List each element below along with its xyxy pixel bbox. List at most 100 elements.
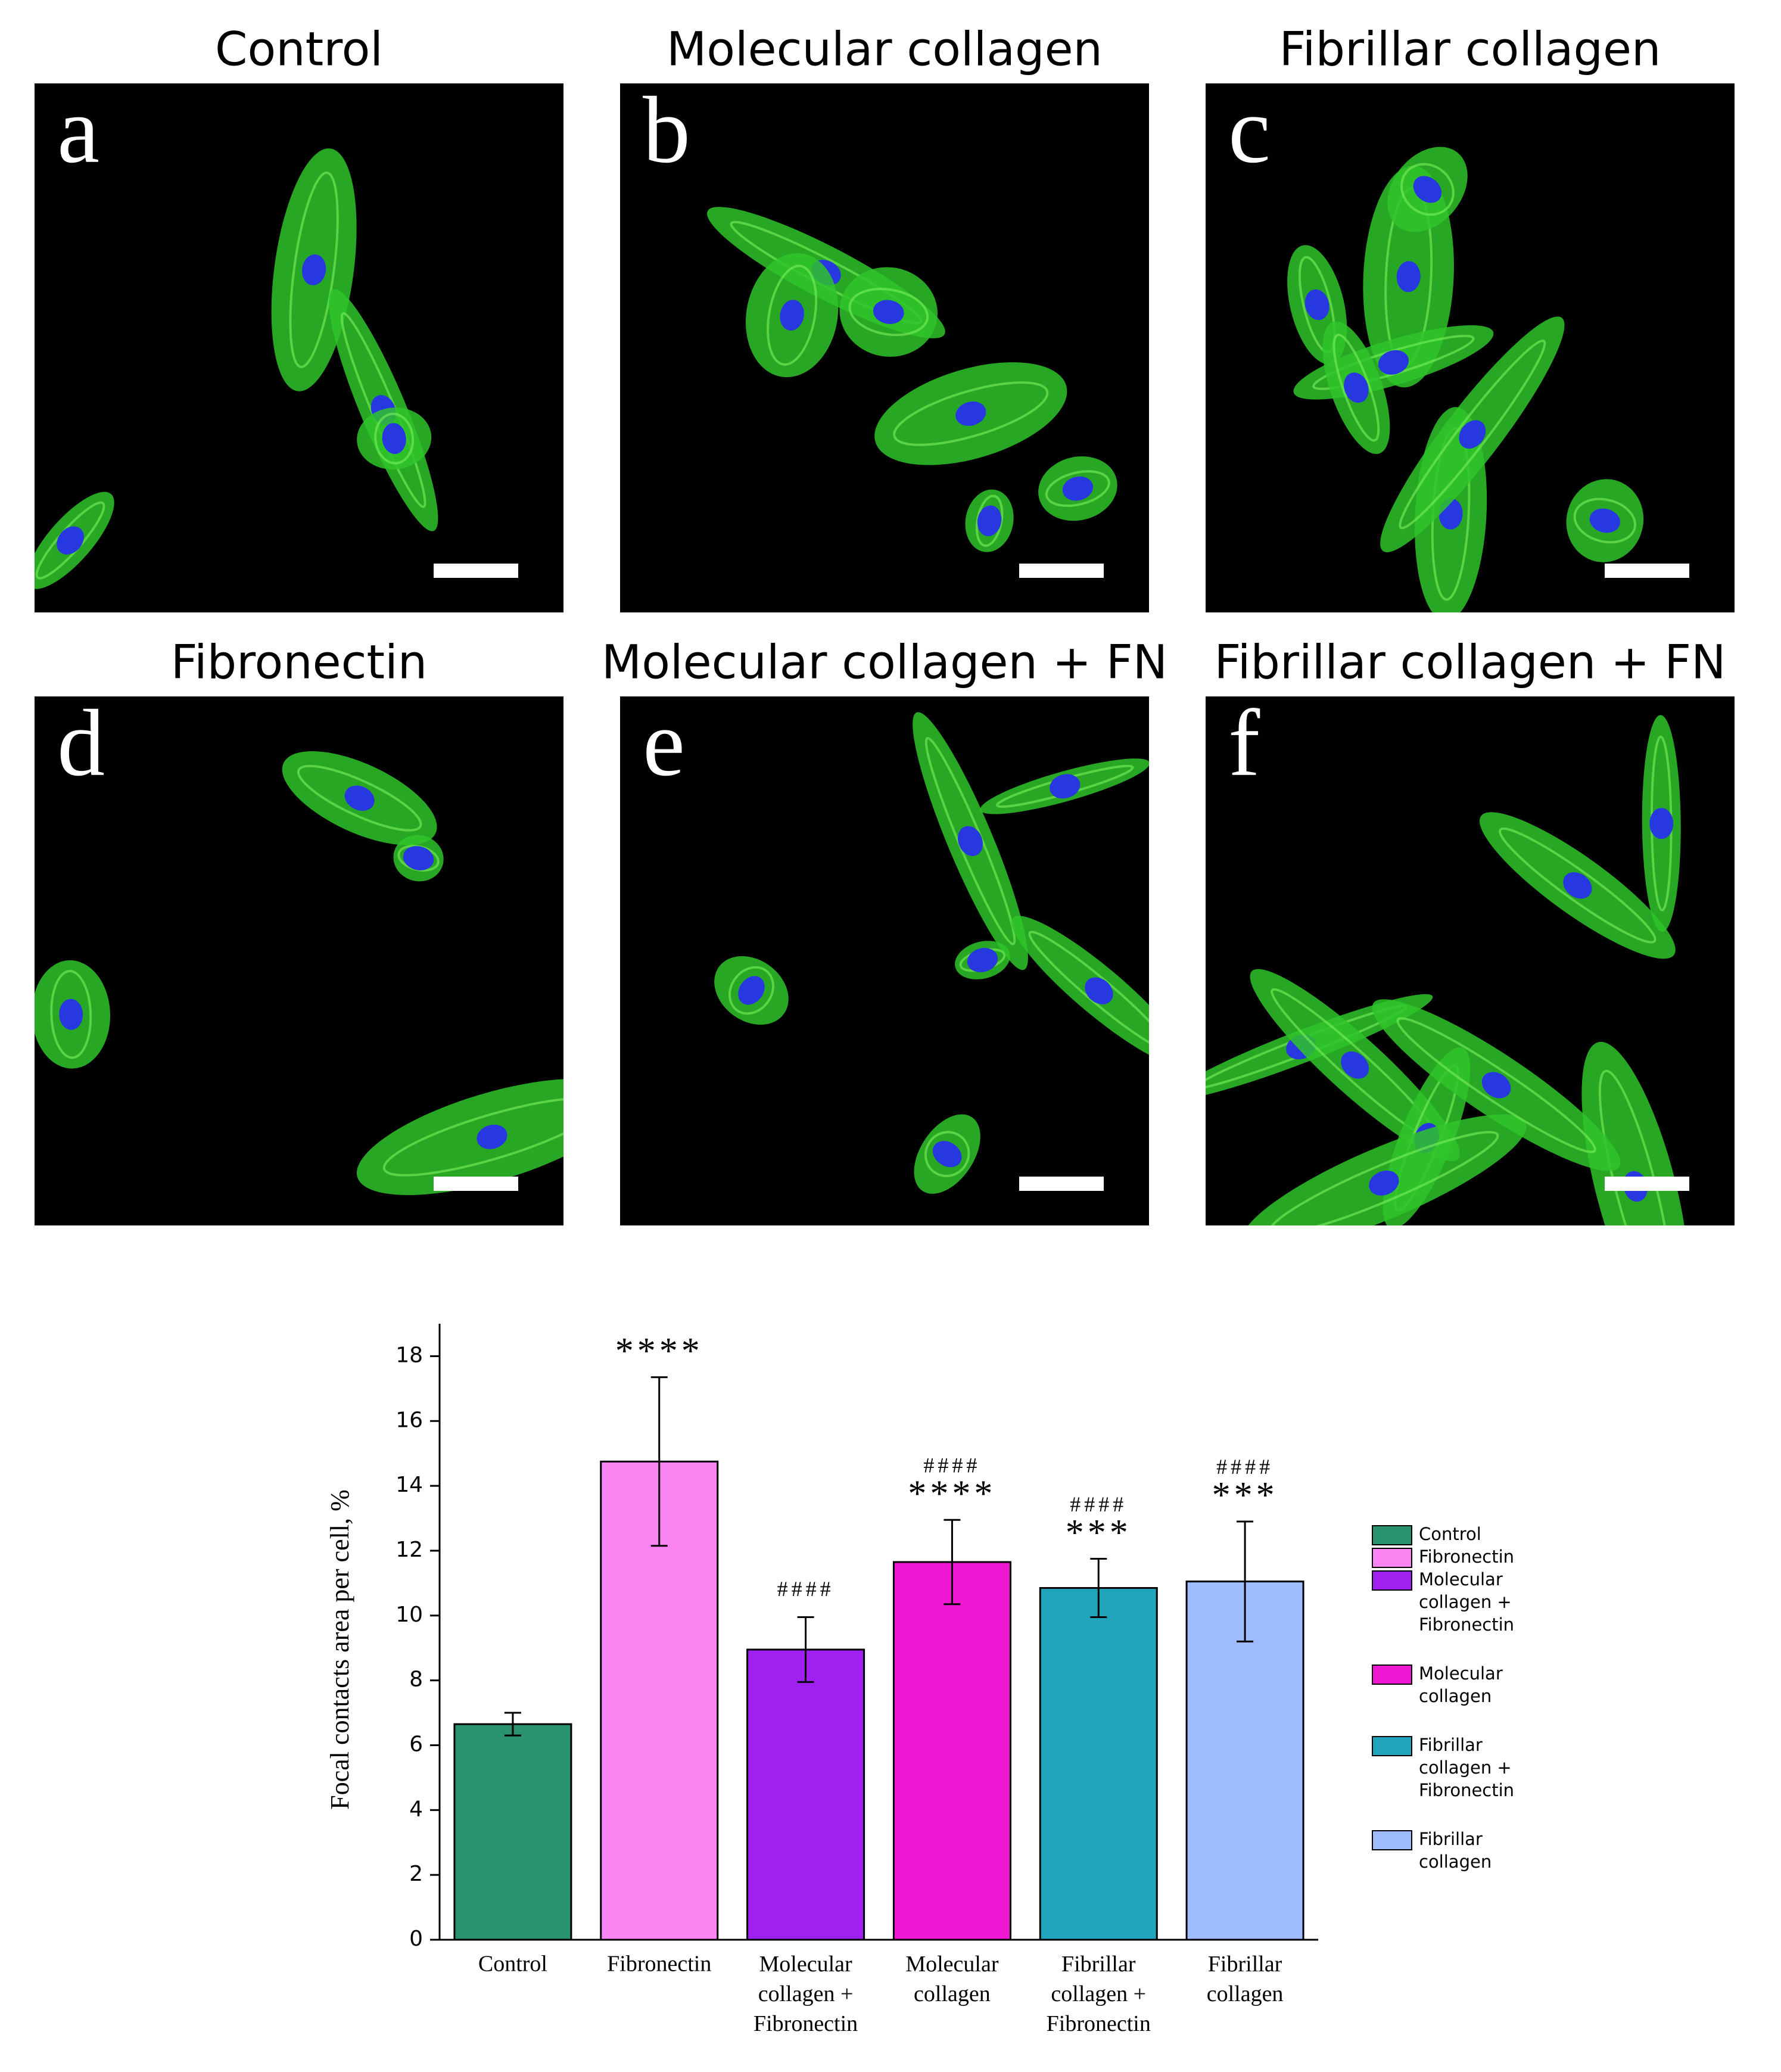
y-tick-label: 6 xyxy=(409,1732,423,1756)
x-tick-label: Fibrillar collagen xyxy=(1207,1952,1284,2006)
micrograph xyxy=(1206,83,1735,612)
bar xyxy=(892,1561,1011,1941)
nucleus xyxy=(57,526,84,555)
cell-fibers xyxy=(382,1097,563,1177)
x-tick-label: Molecular collagen + Fibronectin xyxy=(754,1952,858,2036)
y-tick-label: 8 xyxy=(409,1667,423,1692)
nucleus xyxy=(302,254,326,285)
y-tick-label: 18 xyxy=(396,1343,423,1367)
micrograph xyxy=(620,83,1149,612)
nucleus xyxy=(382,423,406,455)
cell-fibers xyxy=(1045,470,1110,507)
y-tick-label: 0 xyxy=(409,1927,423,1951)
significance-stars: *** xyxy=(1212,1475,1278,1516)
nucleus xyxy=(1344,372,1369,403)
panel-letter: d xyxy=(57,690,105,796)
nucleus xyxy=(344,785,375,811)
panel-title: Molecular collagen xyxy=(667,23,1103,76)
nucleus xyxy=(1589,508,1621,533)
bar xyxy=(453,1723,572,1941)
bar xyxy=(1039,1587,1158,1941)
nucleus xyxy=(780,300,804,331)
cell-fibers xyxy=(289,171,339,368)
nucleus xyxy=(59,998,83,1030)
x-tick-label: Fibronectin xyxy=(607,1952,711,1977)
panel-title: Fibrillar collagen + FN xyxy=(1215,636,1726,689)
panel-title: Molecular collagen + FN xyxy=(602,636,1167,689)
nucleus xyxy=(873,300,904,324)
error-bar xyxy=(650,1376,668,1547)
nucleus xyxy=(1369,1170,1399,1196)
cell-fibers xyxy=(893,381,1049,446)
significance-stars: *** xyxy=(1066,1513,1132,1553)
panel-title: Control xyxy=(215,23,383,76)
error-bar xyxy=(1237,1520,1254,1642)
legend-label: Molecular collagen + Fibronectin xyxy=(1419,1569,1514,1635)
significance-hashes: #### xyxy=(777,1577,835,1601)
significance-stars: **** xyxy=(908,1473,996,1514)
cell-fibers xyxy=(848,288,929,337)
panel-title: Fibrillar collagen xyxy=(1279,23,1661,76)
scale-bar xyxy=(1019,564,1104,578)
cell-fibers xyxy=(924,1131,970,1177)
legend-swatch xyxy=(1372,1570,1412,1591)
nucleus xyxy=(1481,1072,1511,1099)
nucleus xyxy=(1050,774,1081,799)
cell-fibers xyxy=(975,494,1004,547)
nucleus xyxy=(955,401,986,426)
nucleus xyxy=(738,976,765,1005)
cell-fibers xyxy=(297,764,422,832)
legend-label: Molecular collagen xyxy=(1419,1663,1503,1706)
nucleus xyxy=(1649,808,1674,839)
cell-fibers xyxy=(1399,339,1546,530)
cell-fibers xyxy=(374,412,415,465)
legend-label: Fibrillar collagen xyxy=(1419,1829,1492,1872)
significance-hashes: #### xyxy=(1216,1455,1274,1479)
nucleus xyxy=(932,1141,962,1168)
significance-stars: **** xyxy=(615,1331,703,1371)
scale-bar xyxy=(1605,1177,1689,1191)
legend-label: Control xyxy=(1419,1524,1481,1544)
micrograph xyxy=(35,696,563,1225)
nucleus xyxy=(977,505,1002,536)
nucleus xyxy=(1459,420,1486,449)
nucleus xyxy=(967,948,998,973)
y-tick-label: 10 xyxy=(396,1603,423,1627)
nucleus xyxy=(1341,1051,1369,1079)
scale-bar xyxy=(434,564,518,578)
cell-fibers xyxy=(1332,334,1380,442)
legend-swatch xyxy=(1372,1736,1412,1756)
legend-swatch xyxy=(1372,1525,1412,1545)
legend-swatch xyxy=(1372,1830,1412,1850)
error-bar xyxy=(1090,1558,1107,1619)
cell-fibers xyxy=(728,966,774,1015)
micrograph xyxy=(620,696,1149,1225)
panel-letter: c xyxy=(1228,77,1271,183)
x-tick-label: Control xyxy=(478,1952,547,1977)
cell-fibers xyxy=(50,970,92,1059)
nucleus xyxy=(403,846,434,870)
y-axis-label: Focal contacts area per cell, % xyxy=(325,1489,354,1810)
significance-hashes: #### xyxy=(1070,1492,1127,1516)
panel-letter: f xyxy=(1228,690,1260,796)
x-tick-label: Fibrillar collagen + Fibronectin xyxy=(1047,1952,1151,2036)
panel-letter: b xyxy=(643,77,690,183)
y-tick-label: 14 xyxy=(396,1473,423,1497)
cell-fibers xyxy=(1499,827,1657,944)
cell-fibers xyxy=(1269,1131,1499,1225)
significance-hashes: #### xyxy=(923,1454,980,1477)
y-tick-label: 16 xyxy=(396,1408,423,1432)
legend-swatch xyxy=(1372,1548,1412,1568)
panel-title: Fibronectin xyxy=(171,636,427,689)
legend-swatch xyxy=(1372,1665,1412,1685)
legend-label: Fibronectin xyxy=(1419,1547,1514,1567)
nucleus xyxy=(1396,261,1421,293)
legend-label: Fibrillar collagen + Fibronectin xyxy=(1419,1735,1514,1800)
y-tick-label: 12 xyxy=(396,1538,423,1562)
nucleus xyxy=(1085,977,1113,1004)
panel-letter: e xyxy=(643,690,685,796)
y-tick-label: 2 xyxy=(409,1862,423,1886)
cell-fibers xyxy=(1573,497,1637,544)
nucleus xyxy=(958,826,983,857)
